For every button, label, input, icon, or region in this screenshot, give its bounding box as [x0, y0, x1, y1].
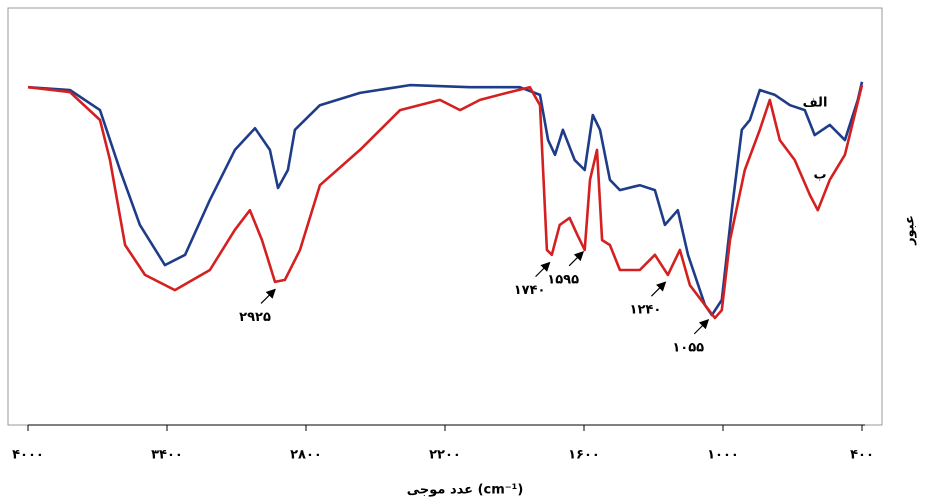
- annotation-arrow: [535, 261, 551, 278]
- x-tick-label: ۲۲۰۰: [429, 448, 461, 463]
- x-tick-label: ۳۴۰۰: [151, 448, 183, 463]
- annotation-label: ۱۷۴۰: [514, 283, 546, 298]
- series-line: [27, 84, 864, 320]
- annotation-label: ۲۹۲۵: [239, 310, 271, 325]
- annotation-label: ۱۵۹۵: [547, 272, 579, 287]
- plot-frame: [7, 7, 883, 426]
- annotation-arrow: [650, 281, 667, 297]
- legend-label: الف: [803, 96, 828, 111]
- x-tick-label: ۴۰۰۰: [12, 448, 44, 463]
- legend-label: ب: [813, 168, 826, 183]
- y-axis-title: عبور: [903, 215, 918, 246]
- x-tick-label: ۱۰۰۰: [707, 448, 739, 463]
- x-tick-label: ۱۶۰۰: [568, 448, 600, 463]
- series-line: [27, 81, 864, 317]
- annotation-label: ۱۲۴۰: [630, 303, 662, 318]
- x-axis-title: عدد موجی (cm⁻¹): [407, 483, 524, 498]
- x-tick-label: ۲۸۰۰: [290, 448, 322, 463]
- annotation-arrow: [568, 250, 585, 267]
- annotation-arrow: [260, 288, 276, 304]
- annotation-label: ۱۰۵۵: [672, 340, 704, 355]
- x-tick-label: ۴۰۰: [850, 448, 874, 463]
- annotation-arrow: [693, 319, 710, 335]
